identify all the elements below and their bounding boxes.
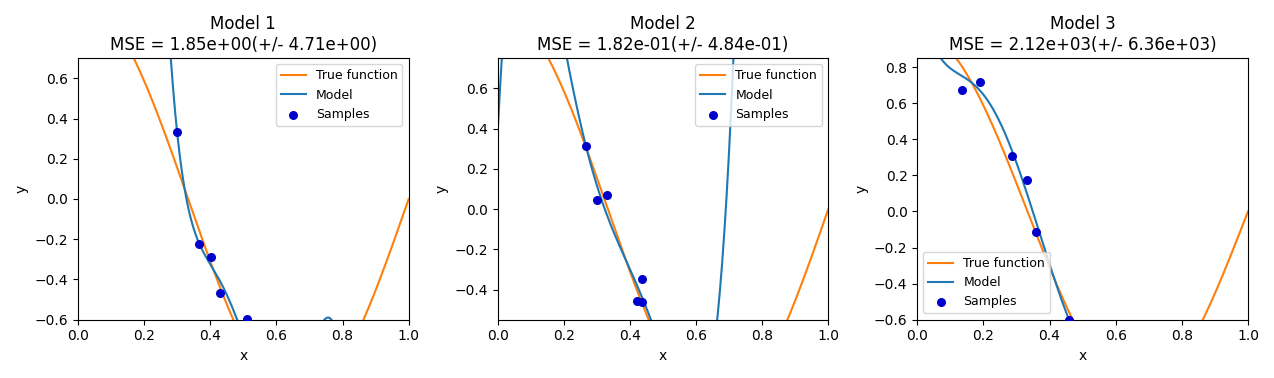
Samples	[189, 241, 209, 247]
True function	[490, 6, 506, 10]
Samples	[1026, 228, 1046, 234]
True function	[490, 6, 506, 10]
Y-axis label: y: y	[434, 185, 448, 193]
Line: Model: Model	[917, 0, 1249, 378]
Legend: True function, Model, Samples: True function, Model, Samples	[924, 252, 1050, 313]
Samples	[1017, 177, 1037, 183]
Line: True function: True function	[917, 31, 1249, 378]
Samples	[1059, 318, 1079, 324]
Samples	[201, 254, 222, 260]
Samples	[596, 192, 617, 198]
Samples	[210, 290, 231, 296]
Legend: True function, Model, Samples: True function, Model, Samples	[696, 64, 822, 126]
X-axis label: x: x	[1079, 349, 1087, 363]
True function	[1210, 284, 1226, 288]
Samples	[167, 129, 187, 135]
Title: Model 1
MSE = 1.85e+00(+/- 4.71e+00): Model 1 MSE = 1.85e+00(+/- 4.71e+00)	[110, 15, 377, 54]
Samples	[555, 45, 576, 51]
True function	[350, 330, 366, 335]
True function	[1190, 329, 1205, 333]
Model	[490, 132, 506, 137]
X-axis label: x: x	[240, 349, 247, 363]
Samples	[632, 276, 652, 282]
Samples	[970, 79, 990, 85]
Line: True function: True function	[78, 0, 409, 378]
True function	[911, 29, 926, 33]
Samples	[1001, 153, 1022, 159]
Samples	[934, 50, 954, 56]
True function	[401, 197, 417, 201]
Samples	[586, 197, 606, 203]
Line: Model: Model	[498, 0, 828, 378]
True function	[371, 280, 386, 284]
Line: Model: Model	[78, 0, 409, 378]
True function	[820, 207, 836, 211]
Samples	[632, 299, 652, 305]
Y-axis label: y: y	[855, 185, 869, 193]
Samples	[496, 0, 516, 1]
Samples	[576, 143, 596, 149]
Samples	[237, 316, 257, 322]
True function	[769, 340, 785, 345]
Samples	[952, 87, 972, 93]
Title: Model 2
MSE = 1.82e-01(+/- 4.84e-01): Model 2 MSE = 1.82e-01(+/- 4.84e-01)	[538, 15, 789, 54]
Model	[490, 110, 506, 115]
True function	[910, 29, 925, 33]
Title: Model 3
MSE = 2.12e+03(+/- 6.36e+03): Model 3 MSE = 2.12e+03(+/- 6.36e+03)	[949, 15, 1217, 54]
Samples	[627, 298, 647, 304]
Samples	[919, 31, 939, 37]
Legend: True function, Model, Samples: True function, Model, Samples	[275, 64, 403, 126]
True function	[791, 290, 806, 294]
Line: True function: True function	[498, 8, 828, 378]
Samples	[292, 374, 312, 378]
True function	[1241, 209, 1256, 214]
X-axis label: x: x	[659, 349, 668, 363]
Y-axis label: y: y	[15, 185, 29, 193]
